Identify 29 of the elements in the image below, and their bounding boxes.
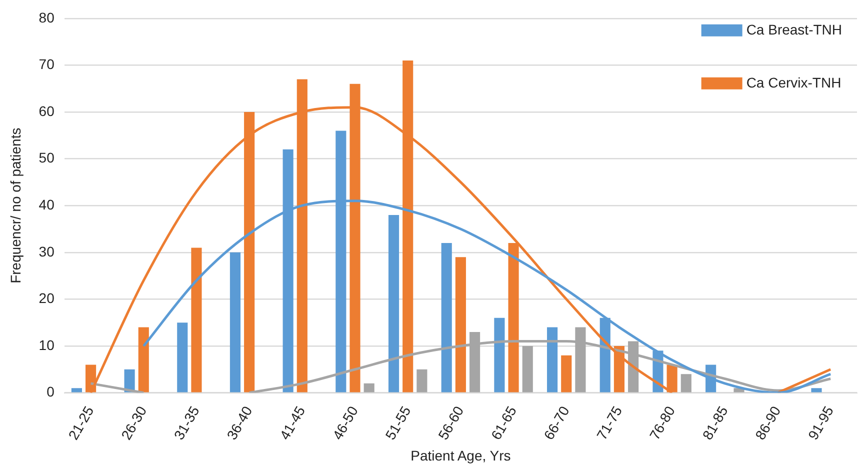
y-axis-title: Frequencr/ no of patients (7, 128, 24, 284)
x-axis-title: Patient Age, Yrs (410, 447, 511, 464)
y-tick-label: 60 (38, 102, 55, 119)
bar (455, 257, 466, 392)
bar (546, 327, 558, 392)
bar (416, 369, 428, 392)
bar (680, 374, 692, 392)
y-tick-label: 30 (38, 243, 55, 260)
y-tick-label: 0 (46, 384, 55, 400)
bar (561, 355, 572, 392)
bar (230, 252, 241, 392)
bar (138, 327, 149, 392)
bar (811, 388, 822, 392)
bar (388, 214, 400, 392)
y-tick-label: 20 (38, 290, 55, 306)
bar (71, 388, 82, 392)
y-tick-label: 80 (38, 9, 55, 26)
bar (177, 322, 188, 392)
legend-label: Ca Cervix-TNH (746, 74, 842, 90)
bar (494, 318, 505, 392)
legend-label: Ca Breast-TNH (746, 21, 842, 38)
y-tick-label: 50 (38, 150, 55, 166)
y-tick-label: 10 (38, 336, 55, 353)
y-tick-label: 70 (38, 56, 55, 72)
bar (522, 346, 533, 392)
y-tick-label: 40 (38, 196, 55, 212)
bar (364, 383, 374, 392)
bar (441, 243, 452, 392)
bar (191, 248, 202, 392)
